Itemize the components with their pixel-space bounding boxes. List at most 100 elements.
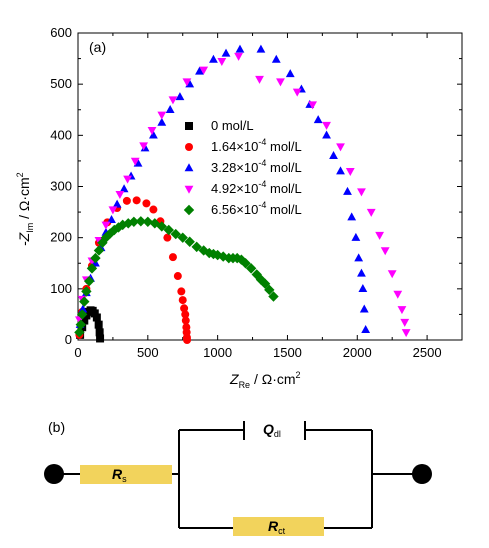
x-tick-label: 2000 — [343, 345, 372, 360]
rs-label: Rs — [112, 466, 127, 484]
data-point — [123, 175, 132, 184]
data-point — [79, 296, 90, 307]
data-point — [336, 166, 345, 175]
data-point — [78, 304, 88, 313]
panel-label-a: (a) — [89, 39, 106, 55]
data-point — [234, 52, 243, 61]
x-tick-label: 0 — [74, 345, 81, 360]
y-tick-label: 300 — [50, 179, 72, 194]
data-point — [276, 78, 285, 87]
data-point — [147, 127, 157, 136]
y-tick-label: 0 — [65, 332, 72, 347]
x-axis-label-sup: 2 — [296, 370, 301, 380]
data-point — [119, 184, 129, 193]
legend-label: 3.28×10-4 mol/L — [211, 158, 302, 175]
y-axis-label-sup: 2 — [15, 172, 25, 177]
data-point — [217, 57, 227, 66]
data-point — [139, 142, 149, 151]
data-point — [182, 78, 192, 87]
legend-item: 0 mol/L — [185, 118, 254, 133]
data-point — [221, 48, 231, 57]
data-point — [149, 205, 158, 214]
data-point — [292, 88, 302, 97]
data-point — [135, 216, 147, 227]
data-point — [401, 329, 411, 338]
panel-label-b: (b) — [48, 419, 65, 435]
data-point — [357, 268, 366, 277]
data-point — [240, 258, 251, 269]
legend-marker — [185, 143, 193, 151]
nyquist-chart: 0 500 1000 1500 2000 2500 0 100 200 300 400 500 600… — [15, 25, 463, 390]
legend-label: 4.92×10-4 mol/L — [211, 179, 302, 196]
x-axis-label-unit: / Ω·cm — [250, 371, 295, 387]
equivalent-circuit: (b) Rs Qdl Rct — [44, 419, 432, 536]
data-point — [308, 101, 317, 110]
data-point — [358, 284, 368, 293]
qdl-label: Qdl — [263, 421, 281, 439]
data-point — [204, 247, 215, 259]
data-point — [100, 232, 112, 243]
data-point — [336, 143, 345, 152]
y-axis-label-prefix: -Z — [16, 232, 32, 246]
data-point — [375, 231, 385, 240]
legend-item: 1.64×10-4 mol/L — [185, 137, 302, 154]
data-point — [180, 304, 189, 313]
legend-label: 0 mol/L — [211, 118, 254, 133]
data-point — [235, 44, 245, 53]
y-axis-label-unit: / Ω·cm — [16, 177, 32, 222]
data-point — [168, 253, 177, 262]
x-axis-label: ZRe / Ω·cm2 — [229, 370, 301, 390]
data-point — [359, 304, 369, 313]
data-point — [184, 236, 195, 247]
data-point — [83, 275, 95, 287]
data-point — [93, 245, 105, 256]
data-point — [80, 316, 89, 325]
y-tick-label: 500 — [50, 76, 72, 91]
data-point — [168, 96, 178, 105]
data-point — [117, 219, 128, 231]
data-point — [107, 214, 116, 223]
data-point — [380, 247, 390, 256]
data-point — [181, 316, 190, 325]
rct-resistor — [233, 517, 324, 536]
data-point — [268, 291, 279, 302]
y-tick-label: 200 — [50, 230, 72, 245]
y-axis-label-sub: Im — [25, 223, 35, 233]
data-point — [175, 92, 185, 101]
data-point — [104, 228, 116, 239]
data-point — [347, 212, 357, 221]
y-axis-label: -ZIm / Ω·cm2 — [15, 172, 35, 246]
x-axis-label-sub: Re — [239, 380, 251, 390]
legend-label: 6.56×10-4 mol/L — [211, 200, 302, 217]
rs-resistor — [80, 465, 172, 484]
data-point — [86, 263, 98, 274]
data-point — [81, 286, 92, 297]
data-point — [183, 336, 192, 344]
data-point — [199, 66, 209, 75]
series-3 — [75, 44, 371, 333]
x-tick-label: 1500 — [273, 345, 302, 360]
data-point — [177, 287, 186, 296]
data-point — [322, 130, 331, 139]
data-point — [209, 54, 218, 63]
data-point — [236, 254, 247, 265]
data-point — [195, 66, 204, 75]
data-point — [122, 196, 131, 205]
x-axis-ticks: 0 500 1000 1500 2000 2500 — [74, 33, 442, 360]
data-point — [92, 313, 101, 322]
data-point — [178, 296, 187, 305]
data-point — [157, 111, 167, 120]
legend-marker — [183, 204, 195, 216]
data-point — [271, 54, 281, 63]
x-tick-label: 500 — [137, 345, 159, 360]
legend-marker — [184, 163, 194, 172]
data-point — [165, 104, 175, 113]
data-point — [245, 263, 257, 274]
x-tick-label: 1000 — [203, 345, 232, 360]
data-point — [90, 309, 99, 318]
data-point — [112, 199, 122, 208]
data-point — [95, 328, 104, 337]
data-point — [256, 44, 266, 53]
data-point — [255, 75, 264, 84]
